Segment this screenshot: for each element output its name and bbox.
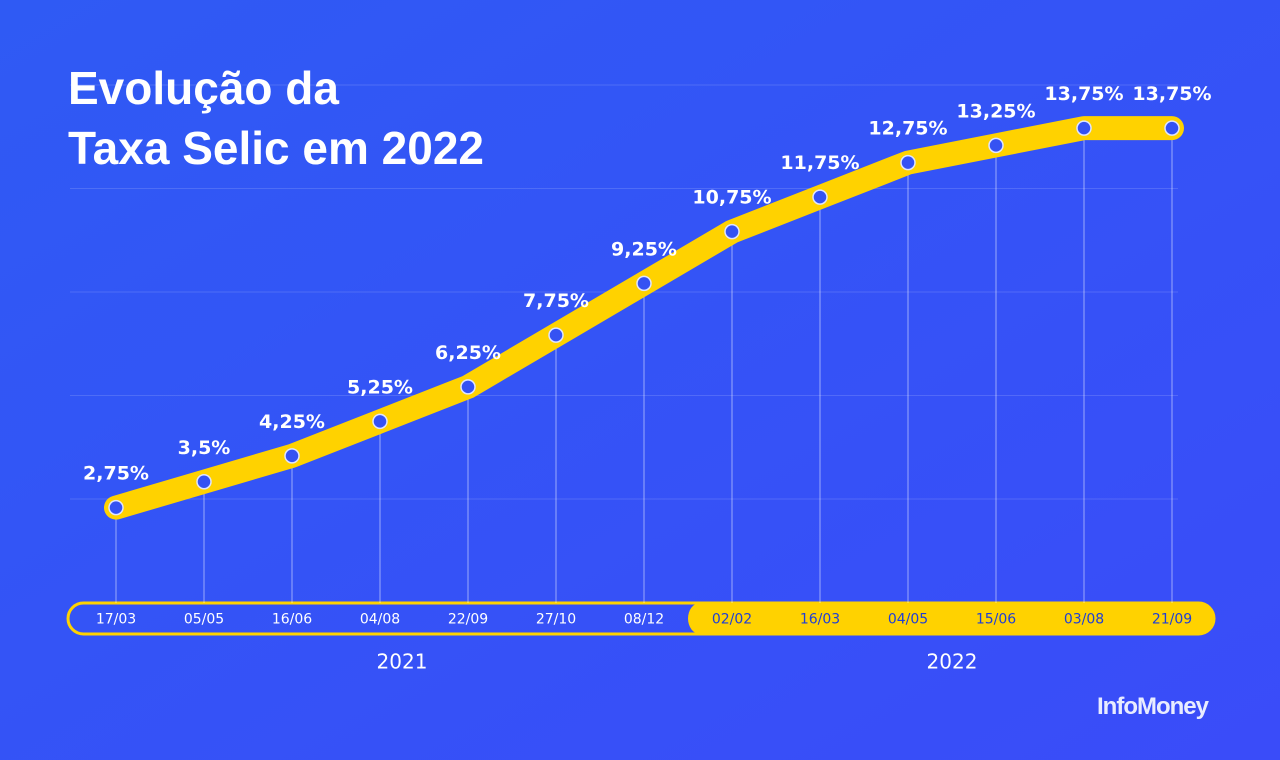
x-tick-label: 22/09 bbox=[448, 612, 488, 628]
x-tick-label: 02/02 bbox=[712, 612, 752, 628]
x-tick-label: 21/09 bbox=[1152, 612, 1192, 628]
x-tick-label: 16/06 bbox=[272, 612, 312, 628]
value-label: 7,75% bbox=[523, 290, 589, 312]
data-point bbox=[284, 448, 300, 464]
data-point bbox=[724, 223, 740, 240]
chart-title: Taxa Selic em 2022 bbox=[68, 122, 484, 174]
x-tick-label: 15/06 bbox=[976, 612, 1016, 628]
x-tick-label: 04/05 bbox=[888, 612, 928, 628]
x-tick-label: 05/05 bbox=[184, 612, 224, 628]
value-label: 6,25% bbox=[435, 342, 501, 364]
chart-title: Evolução da bbox=[68, 62, 339, 114]
data-point bbox=[988, 137, 1004, 154]
value-label: 11,75% bbox=[780, 152, 859, 174]
value-label: 13,75% bbox=[1044, 83, 1123, 105]
x-tick-label: 04/08 bbox=[360, 612, 400, 628]
value-label: 10,75% bbox=[692, 187, 771, 209]
axis-pill-highlight bbox=[688, 603, 1214, 634]
x-group-label: 2021 bbox=[377, 650, 428, 674]
data-point bbox=[900, 154, 916, 171]
data-point bbox=[812, 189, 828, 205]
value-label: 3,5% bbox=[178, 437, 231, 459]
x-tick-label: 16/03 bbox=[800, 612, 840, 628]
data-point bbox=[372, 413, 388, 430]
x-group-label: 2022 bbox=[927, 650, 978, 674]
value-label: 13,75% bbox=[1132, 83, 1211, 105]
source-logo: InfoMoney bbox=[1097, 693, 1210, 720]
data-point bbox=[636, 275, 652, 292]
value-label: 12,75% bbox=[868, 118, 947, 140]
x-tick-label: 03/08 bbox=[1064, 612, 1104, 628]
data-point bbox=[108, 499, 124, 516]
data-point bbox=[1076, 120, 1092, 136]
x-tick-label: 08/12 bbox=[624, 612, 664, 628]
value-label: 9,25% bbox=[611, 238, 677, 260]
x-tick-label: 17/03 bbox=[96, 612, 136, 628]
value-label: 2,75% bbox=[83, 463, 149, 485]
value-label: 5,25% bbox=[347, 376, 413, 398]
data-point bbox=[548, 327, 564, 343]
value-label: 13,25% bbox=[956, 100, 1035, 122]
data-point bbox=[460, 379, 476, 395]
value-label: 4,25% bbox=[259, 411, 325, 433]
data-point bbox=[196, 474, 212, 490]
x-tick-label: 27/10 bbox=[536, 612, 576, 628]
data-point bbox=[1164, 120, 1180, 136]
